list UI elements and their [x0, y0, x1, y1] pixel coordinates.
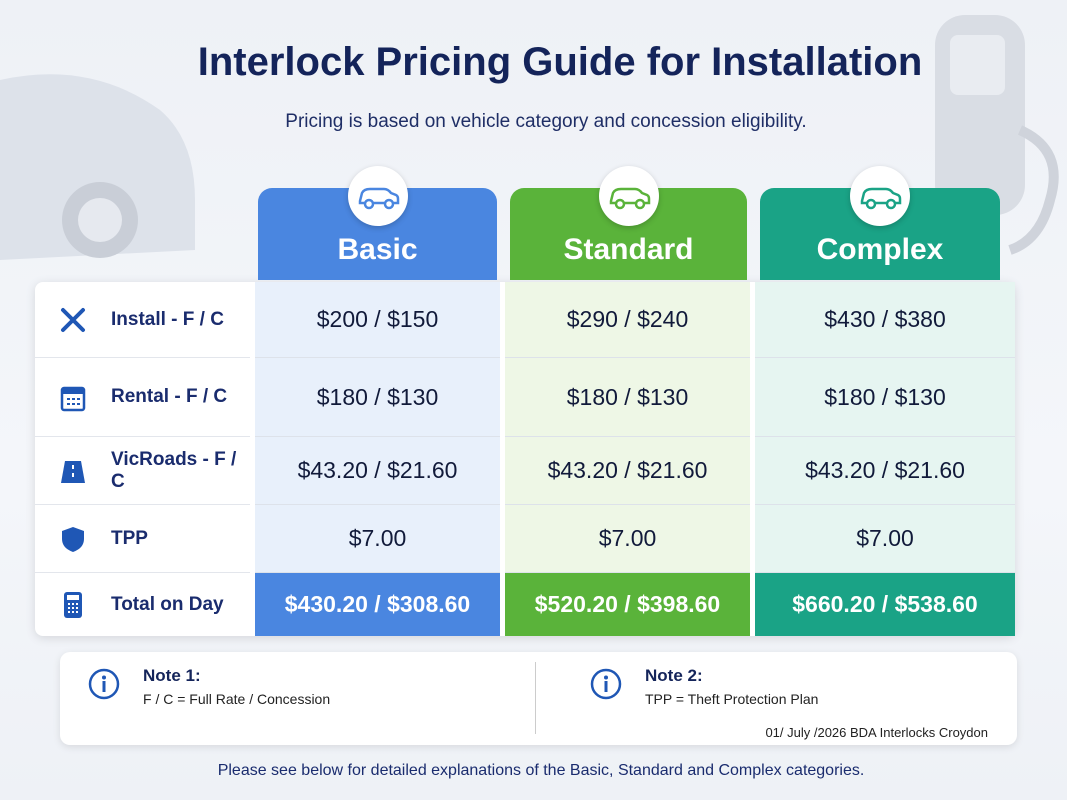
subtitle: Pricing is based on vehicle category and… — [285, 111, 807, 132]
price-cell: $200 / $150 — [255, 282, 500, 358]
price-cell: $43.20 / $21.60 — [755, 437, 1015, 505]
column-icon — [850, 166, 910, 226]
footer-text: Please see below for detailed explanatio… — [217, 762, 865, 779]
car-illustration — [0, 74, 195, 261]
row-label: Install - F / C — [35, 282, 250, 358]
price-cell: $7.00 — [255, 505, 500, 573]
info-icon — [88, 668, 120, 700]
row-icon — [62, 527, 84, 552]
row-label: Total on Day — [111, 593, 224, 615]
price-cell: $430.20 / $308.60 — [255, 573, 500, 636]
note-title: Note 1: — [143, 666, 201, 685]
row-icon — [60, 386, 86, 411]
price-cell: $180 / $130 — [755, 358, 1015, 437]
column-icon — [347, 166, 408, 226]
row-label: Rental - F / C — [35, 358, 250, 437]
device-illustration — [935, 15, 1059, 255]
note-text: TPP = Theft Protection Plan — [645, 691, 819, 707]
price-cell: $180 / $130 — [505, 358, 750, 437]
pricing-table: Install - F / C $200 / $150 $290 / $240 $43… — [35, 282, 1015, 636]
row-label: TPP — [35, 505, 250, 573]
price-cell: $7.00 — [755, 505, 1015, 573]
price-cell: $180 / $130 — [255, 358, 500, 437]
notes-box: 01/ July /2026 BDA Interlocks Croydon No… — [60, 652, 1017, 745]
column-icon — [598, 166, 659, 226]
row-icon — [61, 308, 85, 332]
divider — [535, 662, 536, 734]
row-icon — [64, 591, 82, 618]
price-cell: $430 / $380 — [755, 282, 1015, 358]
price-cell: $43.20 / $21.60 — [255, 437, 500, 505]
date: 01/ July /2026 BDA Interlocks Croydon — [765, 725, 988, 740]
row-label: VicRoads - F / C — [35, 437, 250, 505]
title: Interlock Pricing Guide for Installation — [197, 40, 923, 84]
price-cell: $660.20 / $538.60 — [755, 573, 1015, 636]
price-cell: $7.00 — [505, 505, 750, 573]
price-cell: $520.20 / $398.60 — [505, 573, 750, 636]
note-text: F / C = Full Rate / Concession — [143, 691, 331, 707]
info-icon — [590, 668, 622, 700]
price-cell: $290 / $240 — [505, 282, 750, 358]
price-cell: $43.20 / $21.60 — [505, 437, 750, 505]
row-icon — [61, 461, 85, 483]
note-title: Note 2: — [645, 666, 703, 685]
